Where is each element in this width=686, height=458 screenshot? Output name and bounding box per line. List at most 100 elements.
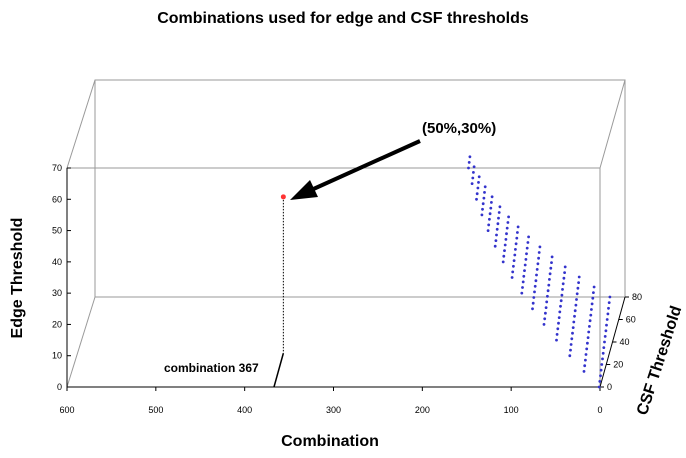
data-point: [493, 244, 497, 248]
data-point: [544, 306, 548, 309]
data-point: [470, 182, 474, 186]
data-point: [524, 258, 528, 261]
data-point: [558, 310, 562, 314]
data-point: [549, 266, 553, 270]
data-point: [546, 289, 550, 293]
data-point: [586, 336, 590, 339]
data-point: [537, 251, 541, 254]
data-point: [506, 221, 510, 224]
data-point: [548, 278, 551, 281]
data-point: [583, 364, 587, 368]
data-point: [550, 261, 553, 264]
annotation-arrow-head: [290, 180, 318, 200]
data-point: [513, 253, 517, 257]
data-point: [525, 246, 529, 250]
z-tick-label: 70: [52, 163, 62, 173]
data-point: [477, 181, 480, 184]
data-point: [526, 241, 530, 244]
data-point: [467, 161, 471, 164]
data-point: [556, 327, 560, 331]
z-tick-label: 30: [52, 288, 62, 298]
data-point: [533, 284, 537, 288]
data-point: [600, 363, 604, 366]
data-point: [546, 294, 549, 298]
data-point: [601, 351, 605, 355]
x-tick-label: 300: [326, 405, 341, 415]
data-point: [527, 235, 530, 239]
data-point: [603, 340, 606, 344]
data-point: [573, 309, 577, 313]
data-point: [503, 249, 506, 253]
data-point: [584, 358, 587, 362]
data-point: [587, 330, 591, 334]
data-point: [589, 313, 593, 317]
data-point: [505, 232, 508, 236]
data-point: [555, 333, 559, 336]
data-point: [489, 206, 493, 210]
data-point: [568, 354, 572, 358]
data-point: [510, 276, 514, 279]
data-point: [512, 259, 516, 262]
z-tick-label: 50: [52, 226, 62, 236]
data-point: [514, 248, 517, 251]
data-point: [501, 260, 505, 264]
data-point: [490, 201, 493, 204]
data-point: [559, 304, 562, 308]
y-tick-label: 80: [632, 292, 642, 302]
data-point: [603, 335, 607, 338]
data-point: [557, 316, 561, 319]
y-tick-label: 20: [613, 360, 623, 370]
data-point: [550, 255, 554, 259]
data-point: [576, 286, 580, 290]
data-point: [471, 176, 475, 180]
data-point: [505, 226, 509, 230]
data-point: [521, 280, 525, 284]
data-point: [542, 323, 546, 326]
x-tick-label: 500: [148, 405, 163, 415]
highlight-annotation: (50%,30%) combination 367: [164, 120, 496, 388]
data-point: [597, 385, 601, 389]
data-point: [496, 222, 500, 226]
data-point: [562, 276, 566, 280]
data-point: [531, 307, 534, 311]
data-point: [585, 347, 589, 351]
y-tick-label: 60: [626, 315, 636, 325]
y-axis-label: CSF Threshold: [634, 304, 685, 417]
data-point: [607, 301, 611, 304]
z-axis-label: Edge Threshold: [9, 218, 26, 339]
data-point: [472, 165, 476, 169]
data-point: [481, 207, 484, 211]
data-point: [608, 295, 612, 299]
data-point: [605, 323, 608, 327]
data-point: [584, 353, 588, 356]
data-point: [573, 314, 576, 318]
data-point: [483, 185, 487, 189]
y-tick-label: 0: [607, 382, 612, 392]
data-point: [488, 217, 491, 221]
data-point: [555, 338, 558, 342]
data-point: [561, 288, 564, 291]
data-point: [571, 331, 574, 335]
data-point: [575, 298, 578, 301]
data-point: [483, 191, 486, 194]
data-point: [535, 273, 538, 277]
x-tick-label: 100: [504, 405, 519, 415]
data-point: [494, 239, 498, 243]
z-tick-label: 60: [52, 194, 62, 204]
x-tick-label: 400: [237, 405, 252, 415]
data-point: [572, 320, 576, 324]
x-axis-ticks: 0 100 200 300 400 500 600: [59, 387, 603, 415]
data-point: [575, 292, 579, 296]
data-point: [516, 225, 520, 229]
data-point: [545, 300, 549, 304]
data-point: [543, 317, 547, 321]
data-point: [548, 272, 552, 276]
highlight-label: (50%,30%): [422, 120, 496, 137]
data-point: [511, 270, 515, 274]
data-point: [592, 291, 595, 294]
axes: [66, 168, 626, 388]
z-tick-label: 0: [57, 382, 62, 392]
z-tick-label: 20: [52, 319, 62, 329]
y-axis-ticks: 0 20 40 60 80: [600, 292, 642, 392]
